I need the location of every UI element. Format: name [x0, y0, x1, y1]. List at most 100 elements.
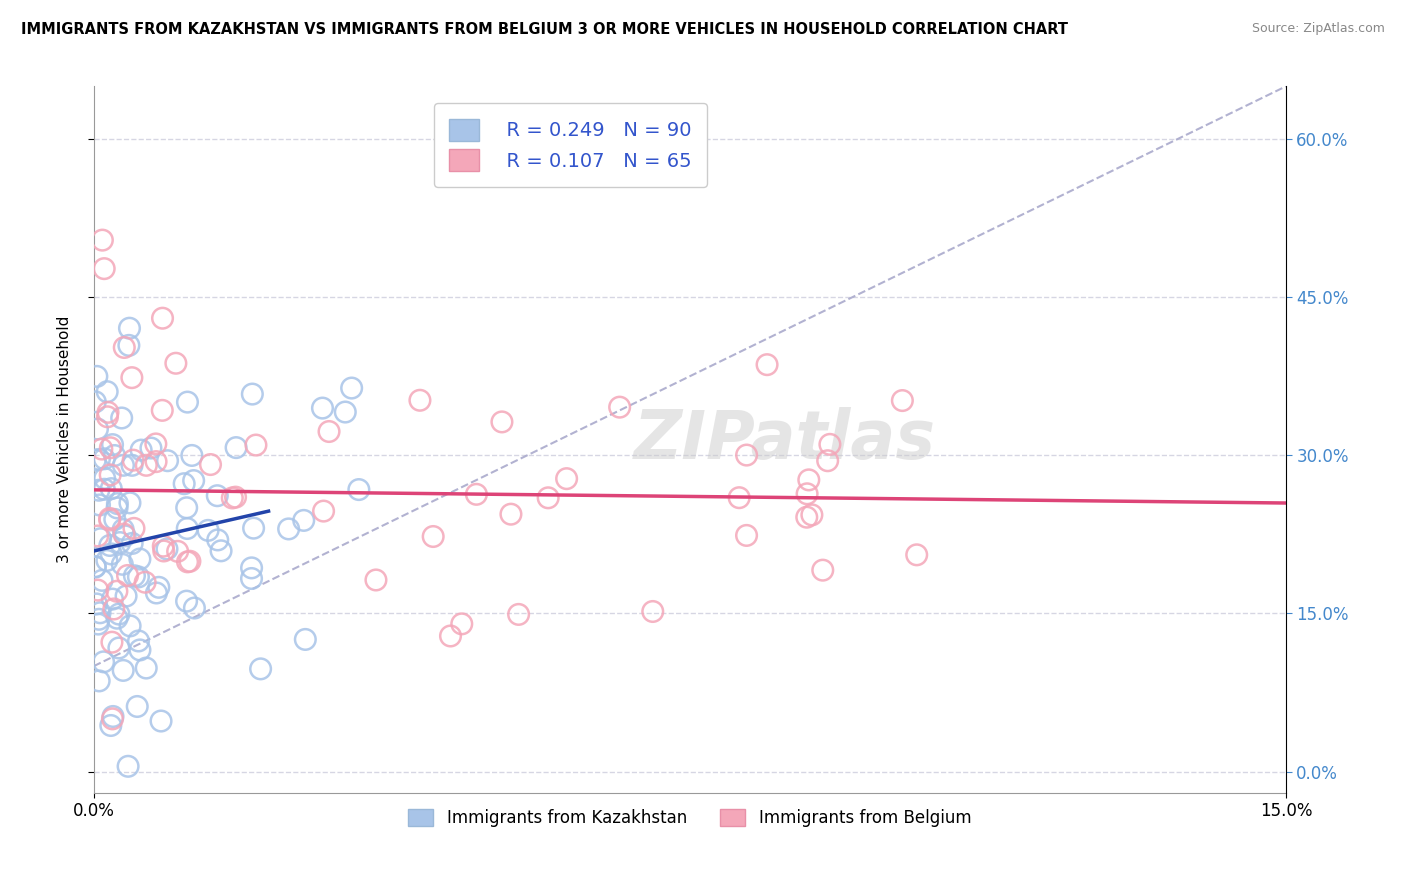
Point: [93, 261, 115, 276]
Point: [96, 553, 118, 567]
Point: [180, 449, 202, 463]
Point: [818, 437, 841, 451]
Point: [150, 403, 173, 417]
Point: [97, 405, 120, 419]
Text: IMMIGRANTS FROM KAZAKHSTAN VS IMMIGRANTS FROM BELGIUM 3 OR MORE VEHICLES IN HOUS: IMMIGRANTS FROM KAZAKHSTAN VS IMMIGRANTS…: [21, 22, 1069, 37]
Point: [91, 574, 114, 588]
Point: [101, 712, 124, 726]
Point: [100, 718, 122, 732]
Point: [312, 504, 335, 518]
Point: [90, 442, 112, 456]
Point: [89, 673, 111, 688]
Point: [121, 458, 143, 473]
Point: [641, 605, 664, 619]
Point: [537, 491, 560, 505]
Point: [176, 521, 198, 535]
Point: [93, 471, 115, 485]
Point: [111, 558, 134, 572]
Point: [150, 714, 173, 728]
Point: [165, 356, 187, 370]
Point: [93, 483, 115, 497]
Point: [221, 491, 243, 505]
Point: [114, 529, 136, 543]
Point: [609, 400, 631, 414]
Point: [98, 441, 121, 455]
Point: [98, 511, 121, 525]
Point: [145, 437, 167, 451]
Point: [87, 483, 110, 498]
Point: [240, 572, 263, 586]
Point: [90, 532, 112, 546]
Point: [508, 607, 530, 622]
Point: [93, 451, 115, 466]
Point: [135, 458, 157, 473]
Point: [555, 472, 578, 486]
Point: [335, 405, 357, 419]
Point: [292, 513, 315, 527]
Point: [145, 586, 167, 600]
Point: [124, 568, 146, 582]
Point: [340, 381, 363, 395]
Point: [127, 570, 149, 584]
Point: [98, 467, 121, 482]
Point: [409, 393, 432, 408]
Point: [145, 455, 167, 469]
Point: [128, 552, 150, 566]
Point: [89, 452, 111, 467]
Point: [108, 535, 131, 549]
Point: [89, 606, 111, 620]
Point: [118, 338, 141, 352]
Point: [86, 369, 108, 384]
Point: [796, 510, 818, 524]
Point: [176, 500, 198, 515]
Point: [491, 415, 513, 429]
Point: [121, 370, 143, 384]
Point: [103, 449, 125, 463]
Point: [112, 458, 135, 473]
Point: [152, 539, 174, 553]
Point: [179, 554, 201, 568]
Point: [364, 573, 387, 587]
Point: [91, 233, 114, 247]
Point: [176, 594, 198, 608]
Point: [118, 321, 141, 335]
Point: [93, 655, 115, 669]
Point: [135, 661, 157, 675]
Point: [450, 616, 472, 631]
Point: [84, 453, 107, 467]
Point: [439, 629, 461, 643]
Point: [101, 709, 124, 723]
Point: [311, 401, 333, 415]
Point: [101, 635, 124, 649]
Point: [128, 634, 150, 648]
Point: [129, 643, 152, 657]
Point: [117, 568, 139, 582]
Point: [98, 539, 121, 553]
Point: [817, 454, 839, 468]
Point: [89, 498, 111, 512]
Point: [117, 759, 139, 773]
Point: [422, 529, 444, 543]
Point: [103, 602, 125, 616]
Point: [156, 541, 179, 556]
Point: [129, 443, 152, 458]
Point: [115, 589, 138, 603]
Point: [112, 664, 135, 678]
Point: [242, 521, 264, 535]
Point: [735, 448, 758, 462]
Y-axis label: 3 or more Vehicles in Household: 3 or more Vehicles in Household: [58, 316, 72, 563]
Point: [800, 508, 823, 522]
Point: [240, 387, 263, 401]
Text: Source: ZipAtlas.com: Source: ZipAtlas.com: [1251, 22, 1385, 36]
Point: [101, 592, 124, 607]
Point: [112, 523, 135, 537]
Point: [811, 563, 834, 577]
Point: [245, 438, 267, 452]
Point: [84, 394, 107, 409]
Point: [148, 580, 170, 594]
Point: [96, 384, 118, 399]
Text: ZIPatlas: ZIPatlas: [634, 407, 936, 473]
Point: [105, 611, 128, 625]
Point: [100, 482, 122, 496]
Point: [100, 547, 122, 561]
